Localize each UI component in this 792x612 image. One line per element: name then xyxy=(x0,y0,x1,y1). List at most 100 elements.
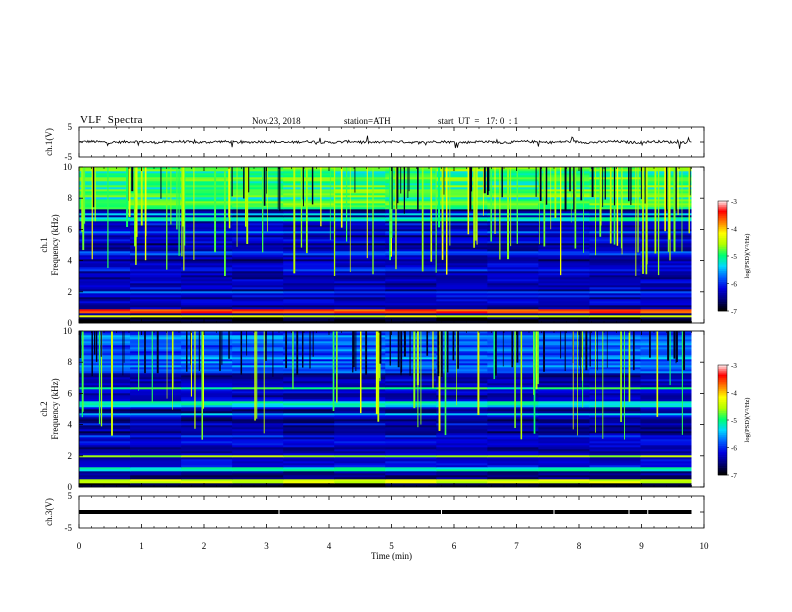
spectrogram-cell xyxy=(130,353,182,356)
spectrogram-cell xyxy=(334,189,386,192)
spectrogram-cell xyxy=(487,245,539,248)
spectrogram-cell xyxy=(79,313,131,316)
spectrogram-cell xyxy=(232,389,284,392)
spectrogram-cell xyxy=(640,389,692,392)
spectrogram-cell xyxy=(79,293,131,296)
spectrogram-cell xyxy=(385,205,437,208)
spectrogram-cell xyxy=(487,287,539,290)
spectrogram-cell xyxy=(436,439,488,442)
spectrogram-cell xyxy=(640,249,692,252)
sferic-streak xyxy=(320,167,322,227)
spectrogram-cell xyxy=(385,235,437,238)
spectrogram-cell xyxy=(589,399,641,402)
sferic-streak xyxy=(98,331,101,424)
spectrogram-cell xyxy=(487,305,539,308)
spectrogram-cell xyxy=(385,335,437,338)
spectrogram-cell xyxy=(589,343,641,346)
spectrogram-cell xyxy=(130,175,182,178)
sferic-streak xyxy=(585,331,588,371)
spectrogram-cell xyxy=(232,211,284,214)
spectrogram-cell xyxy=(640,237,692,240)
spectrogram-cell xyxy=(130,387,182,390)
sferic-streak xyxy=(201,331,204,440)
spectrogram-cell xyxy=(538,451,590,454)
spectrogram-cell xyxy=(436,365,488,368)
spectrogram-cell xyxy=(487,417,539,420)
spectrogram-cell xyxy=(181,409,233,412)
spectrogram-cell xyxy=(181,457,233,460)
spectrogram-cell xyxy=(385,289,437,292)
spectrogram-cell xyxy=(283,207,335,210)
spectrogram-cell xyxy=(232,173,284,176)
spectrogram-cell xyxy=(640,369,692,372)
spectrogram-cell xyxy=(436,283,488,286)
sferic-streak xyxy=(533,331,535,395)
sferic-streak xyxy=(135,167,137,265)
spectrogram-cell xyxy=(436,321,488,324)
spectrogram-cell xyxy=(487,217,539,220)
colorbar-cell xyxy=(718,226,727,229)
spectrogram-cell xyxy=(589,419,641,422)
spectrogram-cell xyxy=(283,285,335,288)
spectrogram-cell xyxy=(283,297,335,300)
spectrogram-cell xyxy=(232,209,284,212)
sferic-streak xyxy=(499,167,501,260)
spectrogram-cell xyxy=(334,431,386,434)
spectrogram-cell xyxy=(181,343,233,346)
spectrogram-cell xyxy=(79,197,131,200)
spectrogram-cell xyxy=(130,419,182,422)
spectrogram-cell xyxy=(79,403,131,406)
spectrogram-cell xyxy=(232,435,284,438)
spectrogram-cell xyxy=(79,331,131,334)
spectrogram-cell xyxy=(487,213,539,216)
spectrogram-cell xyxy=(538,341,590,344)
spectrogram-cell xyxy=(640,357,692,360)
spectrogram-cell xyxy=(589,427,641,430)
spectrogram-cell xyxy=(130,431,182,434)
sferic-streak xyxy=(277,167,279,209)
spectrogram-cell xyxy=(436,267,488,270)
spectrogram-cell xyxy=(538,443,590,446)
spectrogram-cell xyxy=(640,339,692,342)
spectrogram-cell xyxy=(436,221,488,224)
colorbar-cell xyxy=(718,366,727,369)
spectrogram-cell xyxy=(487,313,539,316)
spectrogram-cell xyxy=(181,321,233,324)
colorbar-cell xyxy=(718,202,727,205)
spectrogram-cell xyxy=(385,259,437,262)
spectrogram-cell xyxy=(589,385,641,388)
sferic-streak xyxy=(654,167,657,254)
spectrogram-cell xyxy=(640,259,692,262)
spectrogram-cell xyxy=(232,197,284,200)
spectrogram-cell xyxy=(640,453,692,456)
spectrogram-cell xyxy=(79,409,131,412)
spectrogram-cell xyxy=(181,171,233,174)
spectrogram-cell xyxy=(385,453,437,456)
spectrogram-cell xyxy=(436,255,488,258)
spectrogram-cell xyxy=(79,187,131,190)
spectrogram-cell xyxy=(232,273,284,276)
spectrogram-cell xyxy=(487,235,539,238)
sferic-streak xyxy=(95,331,98,362)
spectrogram-cell xyxy=(487,473,539,476)
spectrogram-cell xyxy=(79,451,131,454)
colorbar-cell xyxy=(718,423,727,426)
spectrogram-cell xyxy=(232,315,284,318)
sferic-streak xyxy=(228,167,230,218)
spectrogram-cell xyxy=(283,211,335,214)
sferic-streak xyxy=(559,167,562,276)
spectrogram-cell xyxy=(538,319,590,322)
spectrogram-cell xyxy=(385,439,437,442)
spectrogram-cell xyxy=(130,227,182,230)
spectrogram-cell xyxy=(487,269,539,272)
spectrogram-cell xyxy=(385,351,437,354)
spectrogram-cell xyxy=(385,315,437,318)
spectrogram-cell xyxy=(181,235,233,238)
spectrogram-cell xyxy=(334,177,386,180)
spectrogram-cell xyxy=(283,457,335,460)
spectrogram-cell xyxy=(79,297,131,300)
spectrogram-cell xyxy=(181,181,233,184)
spectrogram-cell xyxy=(334,483,386,486)
spectrogram-cell xyxy=(79,343,131,346)
spectrogram-cell xyxy=(436,185,488,188)
